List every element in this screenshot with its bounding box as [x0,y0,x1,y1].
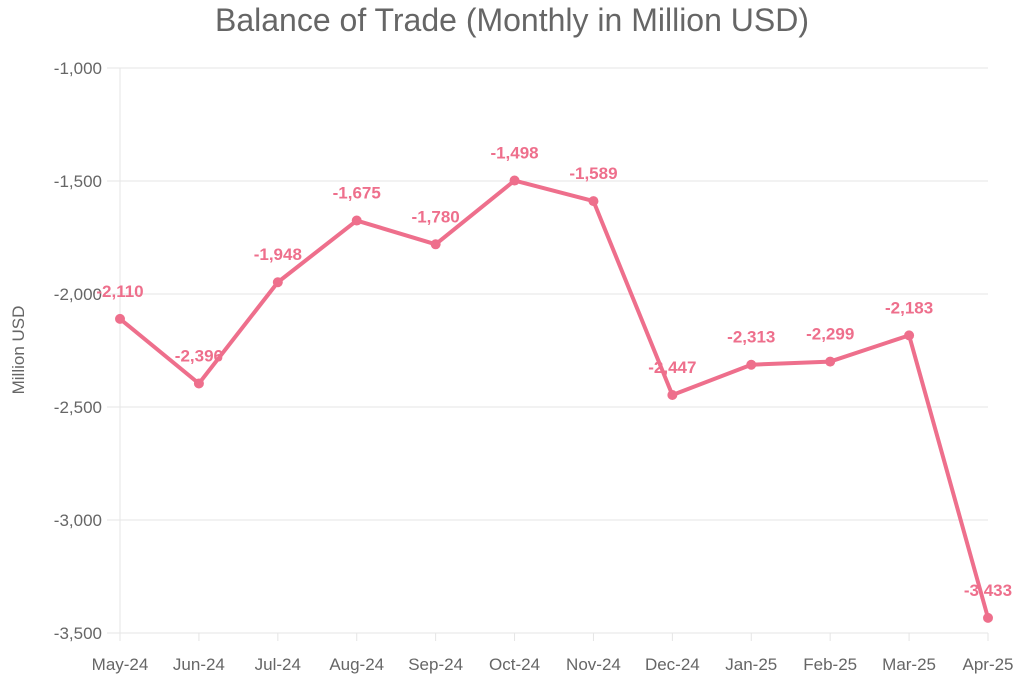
data-point[interactable] [272,277,283,288]
y-axis-title: Million USD [9,306,28,395]
x-tick-label: Jul-24 [255,655,301,674]
data-point[interactable] [115,313,125,324]
data-point[interactable] [193,378,204,389]
series-layer [115,175,993,623]
data-labels: -2,110 -2,396 -1,948 -1,675 -1,780 -1,498 -1,5… [96,144,1012,600]
data-point[interactable] [351,215,362,226]
x-tick-label: Oct-24 [489,655,540,674]
data-point[interactable] [825,356,836,367]
series-line [118,178,990,620]
data-point[interactable] [904,330,915,341]
data-label: -2,110 [96,282,143,301]
data-label: -3,433 [964,581,1012,600]
y-tick-label: -1,000 [54,59,102,78]
grid-lines [107,67,988,641]
data-label: -1,589 [569,164,617,183]
y-tick-label: -1,500 [54,172,102,191]
x-tick-label: May-24 [92,655,149,674]
data-label: -1,498 [490,144,538,163]
x-axis-ticks: May-24 Jun-24 Jul-24 Aug-24 Sep-24 Oct-24 Nov-… [92,633,1014,674]
data-point[interactable] [746,359,757,370]
y-tick-label: -3,000 [54,511,102,530]
data-label: -2,299 [806,325,854,344]
data-label: -1,948 [254,245,302,264]
data-label: -2,447 [648,358,696,377]
x-tick-label: Mar-25 [882,655,936,674]
data-point[interactable] [430,239,441,250]
y-axis-ticks: -1,000 -1,500 -2,000 -2,500 -3,000 -3,500 [54,59,102,643]
data-point[interactable] [509,175,520,186]
x-tick-label: Aug-24 [329,655,384,674]
data-point[interactable] [667,390,678,401]
chart-title: Balance of Trade (Monthly in Million USD… [214,2,809,38]
x-tick-label: Nov-24 [566,655,621,674]
y-tick-label: -3,500 [54,624,102,643]
x-tick-label: Dec-24 [645,655,700,674]
x-tick-label: Jun-24 [173,655,225,674]
data-label: -1,675 [333,184,381,203]
y-tick-label: -2,000 [54,285,102,304]
x-tick-label: Sep-24 [408,655,463,674]
data-point[interactable] [983,612,993,623]
y-tick-label: -2,500 [54,398,102,417]
data-label: -2,396 [175,346,223,365]
x-tick-label: Apr-25 [962,655,1013,674]
x-tick-label: Feb-25 [803,655,857,674]
data-label: -2,313 [727,328,775,347]
data-point[interactable] [588,196,599,207]
data-label: -1,780 [412,207,460,226]
x-tick-label: Jan-25 [725,655,777,674]
data-label: -2,183 [885,298,933,317]
